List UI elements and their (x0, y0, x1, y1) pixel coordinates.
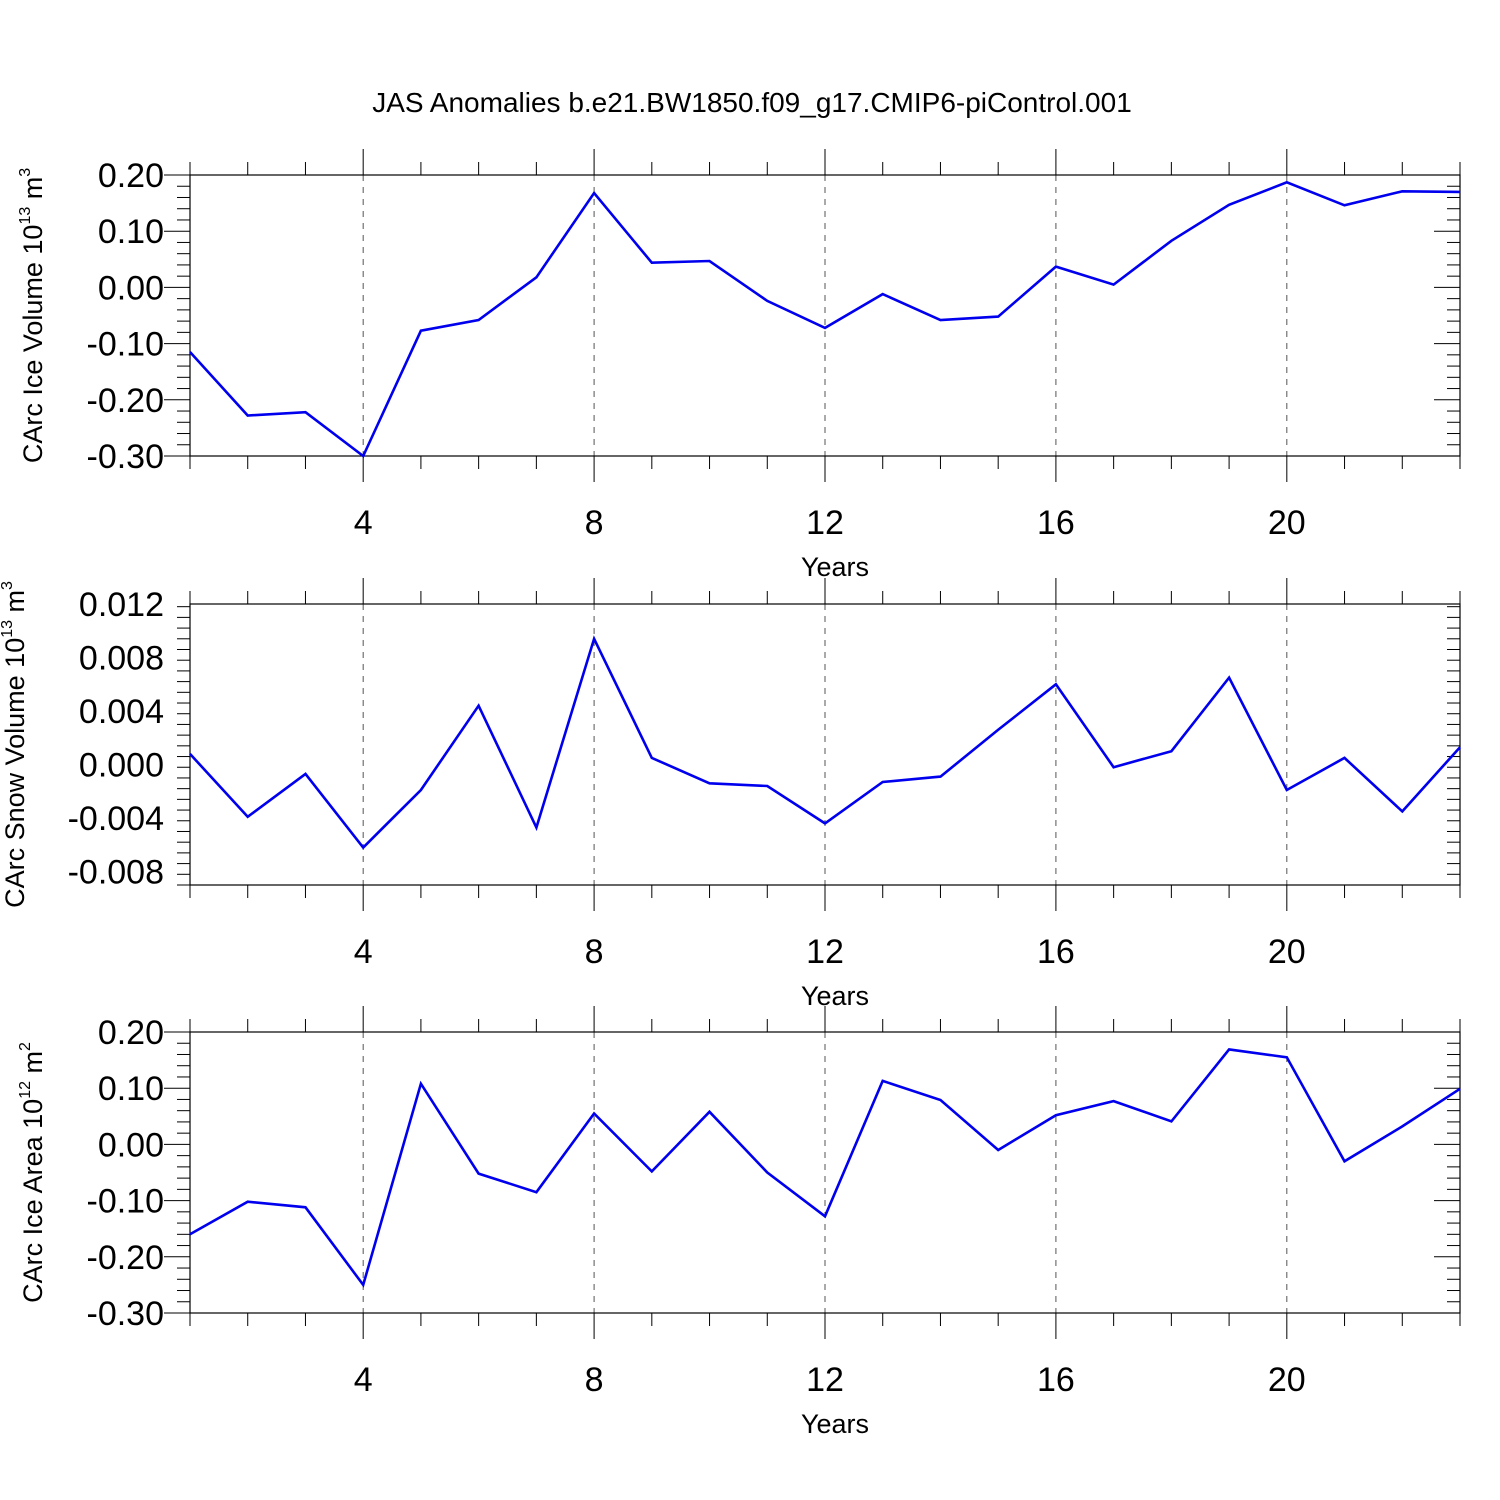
x-axis-title: Years (801, 1409, 869, 1439)
y-axis-title-unit-exponent: 3 (0, 581, 16, 590)
y-tick-label: -0.20 (87, 382, 165, 420)
x-tick-label: 16 (1037, 504, 1075, 542)
x-tick-label: 8 (585, 504, 604, 542)
x-tick-label: 16 (1037, 1361, 1075, 1399)
series-line (189, 180, 1461, 459)
y-axis-title-unit-exponent: 3 (17, 168, 34, 177)
figure-title: JAS Anomalies b.e21.BW1850.f09_g17.CMIP6… (372, 87, 1132, 118)
x-tick-label: 8 (585, 1361, 604, 1399)
y-tick-label: -0.10 (87, 1183, 165, 1221)
y-tick-label: 0.008 (79, 640, 164, 678)
y-tick-label: -0.008 (68, 854, 164, 892)
y-axis-title-main: CArc Ice Area 10 (18, 1099, 48, 1303)
y-axis-title-exponent: 12 (17, 1081, 34, 1099)
y-axis-title-unit: m (18, 177, 48, 207)
y-tick-label: 0.012 (79, 586, 164, 624)
y-axis-title: CArc Snow Volume 1013 m3 (0, 581, 30, 908)
y-axis-title-unit: m (0, 590, 30, 620)
series-line (189, 1048, 1461, 1288)
y-axis-title: CArc Ice Area 1012 m2 (17, 1042, 48, 1303)
y-axis-title: CArc Ice Volume 1013 m3 (17, 168, 48, 463)
y-tick-label: 0.20 (98, 157, 164, 195)
y-tick-label: -0.20 (87, 1239, 165, 1277)
y-axis-title-exponent: 13 (0, 620, 16, 638)
panel-1: -0.30 -0.20 -0.10 0.00 0.10 0.20 4 8 12 16 20 Years… (17, 149, 1461, 582)
y-tick-label: -0.30 (87, 438, 165, 476)
x-tick-label: 4 (354, 1361, 373, 1399)
x-tick-label: 16 (1037, 933, 1075, 971)
panels: -0.30 -0.20 -0.10 0.00 0.10 0.20 4 8 12 16 20 Years… (0, 149, 1461, 1439)
series-line (189, 635, 1461, 850)
y-axis-title-exponent: 13 (17, 207, 34, 225)
x-axis-title: Years (801, 981, 869, 1011)
x-tick-label: 8 (585, 933, 604, 971)
y-tick-label: 0.20 (98, 1014, 164, 1052)
x-tick-label: 20 (1268, 504, 1306, 542)
x-tick-label: 4 (354, 504, 373, 542)
plot-frame (189, 174, 1461, 457)
y-tick-label: 0.000 (79, 747, 164, 785)
y-axis-title-unit-exponent: 2 (17, 1042, 34, 1051)
x-tick-label: 12 (806, 933, 844, 971)
y-tick-label: 0.10 (98, 1070, 164, 1108)
y-axis-title-main: CArc Ice Volume 10 (18, 225, 48, 464)
panel-2: -0.008 -0.004 0.000 0.004 0.008 0.012 4 8 12 16 20… (0, 578, 1461, 1011)
y-tick-label: -0.004 (68, 800, 164, 838)
y-tick-label: 0.00 (98, 269, 164, 307)
y-axis-title-main: CArc Snow Volume 10 (0, 638, 30, 908)
plot-frame (189, 603, 1461, 886)
plot-frame (189, 1031, 1461, 1314)
x-tick-label: 4 (354, 933, 373, 971)
y-tick-label: -0.30 (87, 1295, 165, 1333)
panel-3: -0.30 -0.20 -0.10 0.00 0.10 0.20 4 8 12 16 20 Years… (17, 1006, 1461, 1439)
y-tick-label: 0.004 (79, 693, 164, 731)
x-tick-label: 12 (806, 1361, 844, 1399)
y-tick-label: 0.00 (98, 1126, 164, 1164)
x-tick-label: 20 (1268, 1361, 1306, 1399)
x-axis-title: Years (801, 552, 869, 582)
y-tick-label: -0.10 (87, 326, 165, 364)
x-tick-label: 20 (1268, 933, 1306, 971)
x-tick-label: 12 (806, 504, 844, 542)
y-tick-label: 0.10 (98, 213, 164, 251)
y-axis-title-unit: m (18, 1051, 48, 1081)
